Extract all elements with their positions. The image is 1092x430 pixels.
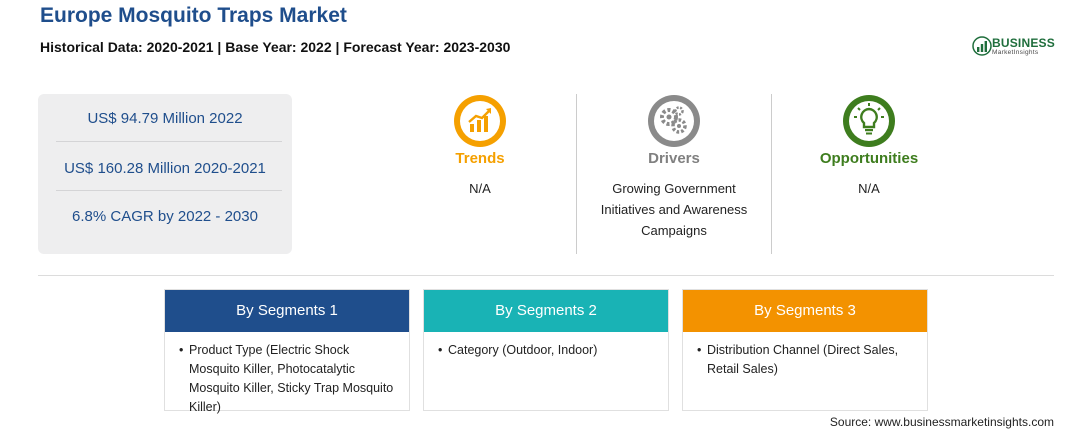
cagr-value: 6.8% CAGR by 2022 - 2030 — [72, 208, 258, 225]
segment-card-3: By Segments 3 • Distribution Channel (Di… — [682, 289, 928, 411]
segment-item: Product Type (Electric Shock Mosquito Ki… — [189, 343, 394, 414]
logo-name: BUSINESS — [992, 36, 1055, 50]
column-divider — [771, 94, 772, 254]
column-divider — [576, 94, 577, 254]
stat-divider — [56, 190, 282, 191]
bullet-point: • — [438, 343, 443, 357]
trend-chart-icon — [454, 95, 506, 147]
gears-icon — [648, 95, 700, 147]
segment-card-2: By Segments 2 • Category (Outdoor, Indoo… — [423, 289, 669, 411]
bullet-point: • — [697, 343, 702, 357]
trends-label: Trends — [455, 150, 505, 167]
segment-title: By Segments 1 — [165, 290, 409, 332]
segment-card-1: By Segments 1 • Product Type (Electric S… — [164, 289, 410, 414]
page-subtitle: Historical Data: 2020-2021 | Base Year: … — [40, 39, 511, 55]
market-size-2022: US$ 94.79 Million 2022 — [87, 110, 243, 127]
market-size-historical: US$ 160.28 Million 2020-2021 — [64, 160, 266, 177]
segment-title: By Segments 3 — [683, 290, 927, 332]
lightbulb-icon — [843, 95, 895, 147]
brand-logo: BUSINESS MarketInsights — [972, 34, 1058, 60]
trends-text: N/A — [469, 181, 491, 196]
source-link[interactable]: Source: www.businessmarketinsights.com — [829, 415, 1054, 429]
page-title: Europe Mosquito Traps Market — [40, 4, 347, 27]
segment-title: By Segments 2 — [424, 290, 668, 332]
bullet-point: • — [179, 343, 184, 357]
opportunities-text: N/A — [858, 181, 880, 196]
drivers-text: Growing Government Initiatives and Aware… — [600, 181, 748, 238]
market-stats-panel: US$ 94.79 Million 2022 US$ 160.28 Millio… — [38, 94, 292, 254]
drivers-label: Drivers — [648, 150, 700, 167]
section-divider — [38, 275, 1054, 276]
stat-divider — [56, 141, 282, 142]
logo-tagline: MarketInsights — [992, 49, 1039, 56]
segment-item: Category (Outdoor, Indoor) — [448, 343, 598, 357]
bar-chart-logo-icon — [972, 36, 992, 56]
segment-item: Distribution Channel (Direct Sales, Reta… — [707, 343, 899, 376]
opportunities-label: Opportunities — [819, 150, 919, 167]
